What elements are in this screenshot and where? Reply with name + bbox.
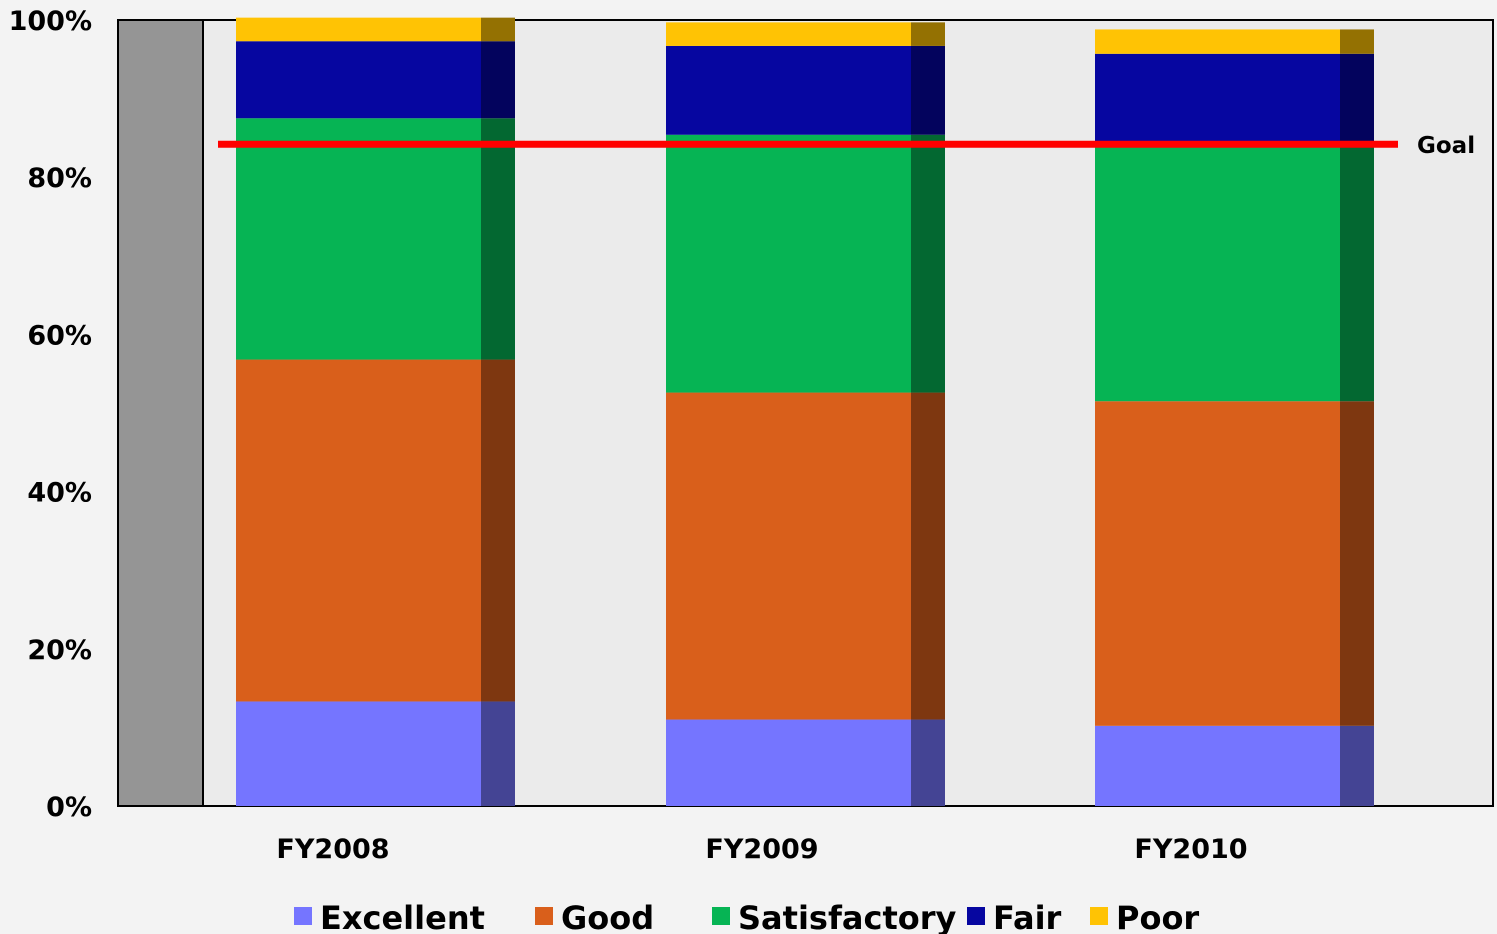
- bar-side-poor-fy2008: [481, 17, 515, 42]
- bar-segment-poor-fy2009: [666, 22, 911, 46]
- bar-side-poor-fy2009: [911, 22, 945, 46]
- x-category-label: FY2009: [705, 834, 818, 865]
- bar-side-satisfactory-fy2008: [481, 118, 515, 360]
- bar-side-excellent-fy2009: [911, 719, 945, 806]
- legend-label-fair: Fair: [993, 899, 1062, 934]
- bar-segment-satisfactory-fy2008: [236, 118, 481, 360]
- bar-segment-satisfactory-fy2009: [666, 134, 911, 393]
- bar-side-satisfactory-fy2010: [1340, 142, 1374, 402]
- bar-segment-excellent-fy2010: [1095, 725, 1340, 806]
- bar-side-good-fy2010: [1340, 401, 1374, 726]
- bar-segment-good-fy2009: [666, 392, 911, 720]
- legend-label-satisfactory: Satisfactory: [738, 899, 957, 934]
- bar-segment-good-fy2008: [236, 359, 481, 702]
- y-tick-label: 80%: [27, 163, 92, 194]
- x-category-labels: FY2008 FY2009 FY2010: [276, 834, 1247, 865]
- goal-label: Goal: [1417, 133, 1475, 159]
- bar-segment-fair-fy2009: [666, 45, 911, 135]
- y-tick-label: 100%: [9, 6, 92, 37]
- bar-side-excellent-fy2010: [1340, 725, 1374, 806]
- bars-group: [236, 17, 1374, 806]
- x-category-label: FY2010: [1134, 834, 1247, 865]
- bar-side-fair-fy2010: [1340, 53, 1374, 143]
- bar-side-excellent-fy2008: [481, 701, 515, 806]
- y-tick-label: 0%: [46, 792, 92, 823]
- bar-segment-good-fy2010: [1095, 401, 1340, 726]
- y-tick-labels: 0% 20% 40% 60% 80% 100%: [9, 6, 92, 823]
- bar-side-fair-fy2008: [481, 41, 515, 119]
- x-category-label: FY2008: [276, 834, 389, 865]
- bar-side-satisfactory-fy2009: [911, 134, 945, 393]
- legend-label-excellent: Excellent: [320, 899, 485, 934]
- bar-segment-fair-fy2010: [1095, 53, 1340, 143]
- bar-segment-poor-fy2008: [236, 17, 481, 42]
- bar-segment-fair-fy2008: [236, 41, 481, 119]
- bar-side-good-fy2009: [911, 392, 945, 720]
- bar-segment-excellent-fy2009: [666, 719, 911, 806]
- legend-swatch-satisfactory: [712, 907, 730, 925]
- y-tick-label: 60%: [27, 320, 92, 351]
- legend-swatch-poor: [1090, 907, 1108, 925]
- y-tick-label: 40%: [27, 478, 92, 509]
- bar-side-good-fy2008: [481, 359, 515, 702]
- legend: Excellent Good Satisfactory Fair Poor: [294, 899, 1199, 934]
- bar-segment-satisfactory-fy2010: [1095, 142, 1340, 402]
- legend-swatch-excellent: [294, 907, 312, 925]
- legend-swatch-fair: [967, 907, 985, 925]
- legend-label-poor: Poor: [1116, 899, 1199, 934]
- bar-side-fair-fy2009: [911, 45, 945, 135]
- legend-swatch-good: [535, 907, 553, 925]
- bar-segment-excellent-fy2008: [236, 701, 481, 806]
- bar-side-poor-fy2010: [1340, 29, 1374, 54]
- plot-side-wall: [117, 19, 204, 807]
- legend-label-good: Good: [561, 899, 654, 934]
- bar-segment-poor-fy2010: [1095, 29, 1340, 54]
- y-tick-label: 20%: [27, 635, 92, 666]
